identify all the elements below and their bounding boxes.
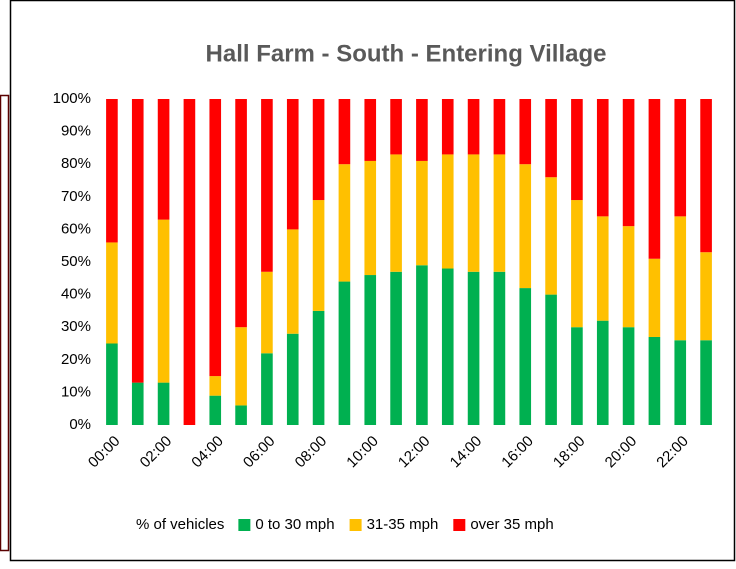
bar-segment (183, 99, 196, 425)
bar-segment (364, 275, 377, 425)
bar-segment (338, 281, 351, 425)
bar-segment (596, 99, 609, 217)
bar-segment (209, 376, 222, 396)
legend-swatch (349, 519, 362, 531)
bar-segment (209, 99, 222, 377)
bar-segment (338, 164, 351, 282)
bar-segment (493, 99, 506, 155)
bar-segment (441, 99, 454, 155)
bar-segment (209, 395, 222, 425)
bar-segment (157, 382, 170, 425)
bar-segment (467, 271, 480, 425)
bar-segment (674, 216, 687, 341)
bar-segment (571, 200, 583, 328)
bar-segment (364, 160, 377, 276)
y-tick-label: 100% (53, 90, 91, 107)
bar-segment (700, 99, 712, 253)
chart-title: Hall Farm - South - Entering Village (206, 40, 607, 67)
bar-segment (700, 340, 712, 425)
y-tick-label: 50% (61, 253, 91, 270)
legend-title: % of vehicles (136, 516, 224, 533)
bar-segment (596, 320, 609, 425)
y-tick-label: 80% (61, 155, 91, 172)
bar-segment (416, 99, 428, 161)
bar-segment (467, 154, 480, 272)
bar-segment (416, 265, 428, 425)
bar-segment (106, 242, 118, 344)
bar-segment (674, 340, 687, 425)
bar-segment (157, 99, 170, 220)
bar-segment (416, 160, 428, 266)
bar-segment (312, 200, 325, 311)
bar-segment (545, 294, 557, 425)
bar-segment (364, 99, 377, 161)
bar-segment (286, 229, 299, 334)
legend-swatch (453, 519, 466, 531)
bar-segment (571, 99, 583, 201)
bar-segment (519, 164, 532, 289)
y-tick-label: 30% (61, 318, 91, 335)
bar-segment (286, 99, 299, 230)
y-tick-label: 0% (69, 416, 91, 433)
bar-segment (493, 154, 506, 272)
bar-segment (235, 327, 247, 406)
bar-segment (131, 382, 144, 425)
legend-swatch (238, 519, 251, 531)
bar-segment (622, 226, 635, 328)
bar-segment (519, 288, 532, 425)
bar-segment (390, 154, 402, 272)
bar-segment (261, 99, 273, 272)
bar-segment (596, 216, 609, 321)
y-tick-label: 40% (61, 286, 91, 303)
bar-segment (235, 99, 247, 328)
legend-label: 31-35 mph (367, 516, 439, 533)
bar-segment (700, 252, 712, 341)
y-tick-label: 70% (61, 188, 91, 205)
bar-segment (235, 405, 247, 425)
bar-segment (674, 99, 687, 217)
bar-segment (648, 99, 661, 259)
side-panel-edge (0, 94, 10, 552)
bar-segment (545, 177, 557, 295)
bar-segment (441, 268, 454, 425)
bar-segment (648, 336, 661, 425)
legend-label: over 35 mph (470, 516, 553, 533)
bar-segment (622, 327, 635, 425)
bar-segment (545, 99, 557, 178)
bar-segment (106, 99, 118, 243)
bar-segment (441, 154, 454, 269)
bar-segment (286, 333, 299, 425)
bar-segment (622, 99, 635, 227)
y-tick-label: 20% (61, 351, 91, 368)
legend-label: 0 to 30 mph (255, 516, 334, 533)
bar-segment (493, 271, 506, 425)
y-tick-label: 60% (61, 220, 91, 237)
bar-segment (571, 327, 583, 425)
bar-segment (648, 258, 661, 337)
bar-segment (338, 99, 351, 165)
y-tick-label: 90% (61, 123, 91, 140)
bar-segment (157, 219, 170, 383)
bar-segment (261, 271, 273, 354)
bar-segment (519, 99, 532, 165)
bar-segment (467, 99, 480, 155)
bar-segment (106, 343, 118, 425)
bar-segment (312, 99, 325, 201)
bar-segment (390, 99, 402, 155)
bar-segment (390, 271, 402, 425)
bar-segment (131, 99, 144, 383)
y-tick-label: 10% (61, 383, 91, 400)
bar-segment (312, 310, 325, 425)
bar-segment (261, 353, 273, 425)
